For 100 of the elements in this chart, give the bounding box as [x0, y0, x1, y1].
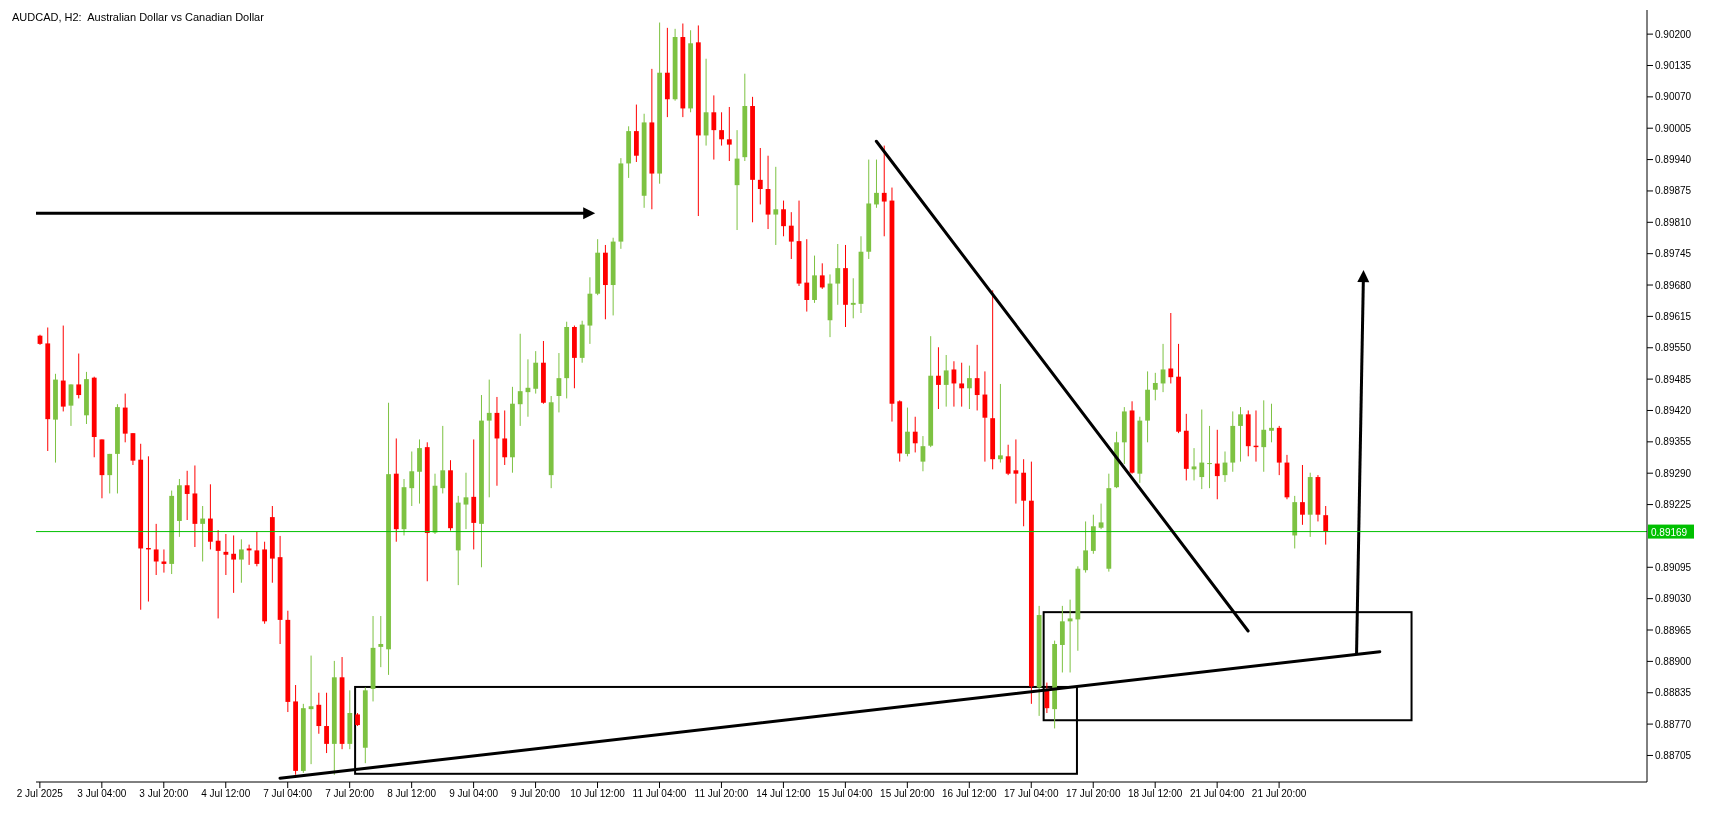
candlestick — [804, 238, 810, 313]
y-tick-label: 0.89420 — [1655, 405, 1692, 417]
candlestick — [409, 450, 415, 507]
candlestick — [835, 243, 841, 306]
candlestick — [1005, 444, 1011, 476]
candlestick — [757, 147, 763, 205]
candlestick — [1013, 438, 1019, 505]
candlestick — [440, 425, 446, 494]
y-tick-label: 0.89875 — [1655, 185, 1692, 197]
candlestick — [1044, 682, 1050, 714]
candlestick — [726, 106, 732, 162]
candlestick — [881, 145, 887, 237]
candlestick — [153, 523, 159, 576]
y-tick-label: 0.88900 — [1655, 655, 1692, 667]
candlestick — [417, 438, 422, 505]
y-tick-label: 0.88770 — [1655, 718, 1692, 730]
candlestick — [1323, 505, 1329, 546]
ref-line-label: 0.89169 — [1651, 526, 1688, 538]
candlestick — [1083, 520, 1088, 574]
x-tick-label: 17 Jul 20:00 — [1065, 788, 1121, 800]
candlestick — [246, 544, 252, 566]
x-tick-label: 11 Jul 20:00 — [694, 788, 749, 800]
y-tick-label: 0.89810 — [1655, 216, 1692, 228]
x-tick-label: 10 Jul 12:00 — [570, 788, 626, 800]
candlestick — [974, 344, 980, 411]
y-tick-label: 0.89355 — [1655, 436, 1692, 448]
candlestick — [1214, 429, 1220, 500]
candlestick — [1152, 372, 1158, 401]
candlestick — [254, 531, 260, 567]
candlestick — [486, 379, 492, 498]
candlestick — [1238, 406, 1243, 463]
y-tick-label: 0.89940 — [1655, 154, 1692, 166]
candlestick — [874, 159, 879, 209]
y-tick-label: 0.89745 — [1655, 248, 1692, 260]
x-tick-label: 14 Jul 12:00 — [756, 788, 812, 800]
y-tick-label: 0.89680 — [1655, 279, 1692, 291]
candlestick — [161, 548, 167, 574]
x-tick-label: 11 Jul 04:00 — [632, 788, 687, 800]
candlestick — [1098, 503, 1104, 530]
candlestick — [788, 211, 794, 260]
y-tick-label: 0.89485 — [1655, 373, 1692, 385]
y-tick-label: 0.89030 — [1655, 593, 1692, 605]
candlestick — [936, 346, 941, 410]
y-tick-label: 0.90070 — [1655, 91, 1692, 103]
x-tick-label: 2 Jul 2025 — [16, 788, 64, 800]
x-tick-label: 8 Jul 12:00 — [387, 788, 437, 800]
candlestick — [517, 333, 523, 427]
candlestick — [184, 470, 190, 521]
candlestick — [107, 453, 113, 494]
candlestick — [1168, 312, 1174, 384]
candlestick — [238, 538, 244, 584]
y-tick-label: 0.88835 — [1655, 687, 1692, 699]
x-tick-label: 4 Jul 12:00 — [201, 788, 251, 800]
candlestick — [912, 416, 918, 453]
y-tick-label: 0.90135 — [1655, 60, 1692, 72]
y-tick-label: 0.89550 — [1655, 342, 1692, 354]
candlestick — [1199, 409, 1205, 490]
candlestick — [207, 483, 213, 550]
x-tick-label: 3 Jul 20:00 — [139, 788, 189, 800]
candlestick — [1059, 605, 1065, 673]
candlestick — [76, 353, 82, 399]
candlestick — [959, 362, 965, 408]
candlestick — [1067, 599, 1073, 673]
candlestick — [711, 94, 717, 161]
candlestick — [967, 365, 972, 410]
candlestick — [773, 166, 779, 246]
x-tick-label: 17 Jul 04:00 — [1004, 788, 1059, 800]
y-tick-label: 0.89095 — [1655, 561, 1692, 573]
y-tick-label: 0.89225 — [1655, 499, 1692, 511]
y-tick-label: 0.88965 — [1655, 624, 1692, 636]
y-tick-label: 0.88705 — [1655, 750, 1692, 762]
candlestick — [905, 407, 910, 457]
candlestick — [200, 505, 206, 562]
candlestick — [231, 534, 237, 594]
x-tick-label: 7 Jul 20:00 — [325, 788, 375, 800]
x-tick-label: 9 Jul 20:00 — [511, 788, 561, 800]
candlestick — [998, 383, 1003, 464]
y-tick-label: 0.89615 — [1655, 310, 1692, 322]
candlestick — [502, 409, 508, 466]
candlestick — [1269, 403, 1274, 443]
x-tick-label: 9 Jul 04:00 — [449, 788, 499, 800]
x-tick-label: 16 Jul 12:00 — [942, 788, 997, 800]
candlestick — [781, 200, 786, 237]
chart-title: AUDCAD, H2: Australian Dollar vs Canadian Dollar — [12, 11, 264, 23]
y-tick-label: 0.89290 — [1655, 467, 1692, 479]
y-tick-label: 0.90200 — [1655, 28, 1692, 40]
candlestick — [719, 111, 724, 147]
candlestick — [1261, 399, 1267, 473]
x-tick-label: 21 Jul 04:00 — [1189, 788, 1245, 800]
candlestick — [215, 529, 221, 619]
x-tick-label: 18 Jul 12:00 — [1127, 788, 1183, 800]
candlestick — [1207, 425, 1212, 489]
x-tick-label: 3 Jul 04:00 — [77, 788, 127, 800]
candlestick — [850, 277, 856, 319]
candlestick — [324, 692, 329, 754]
x-tick-label: 15 Jul 04:00 — [818, 788, 874, 800]
candlestick — [1300, 464, 1305, 526]
y-tick-label: 0.90005 — [1655, 122, 1692, 134]
candlestick — [943, 354, 949, 408]
candlestick — [819, 262, 825, 290]
